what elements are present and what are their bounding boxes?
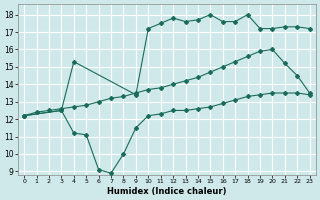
X-axis label: Humidex (Indice chaleur): Humidex (Indice chaleur) xyxy=(107,187,227,196)
